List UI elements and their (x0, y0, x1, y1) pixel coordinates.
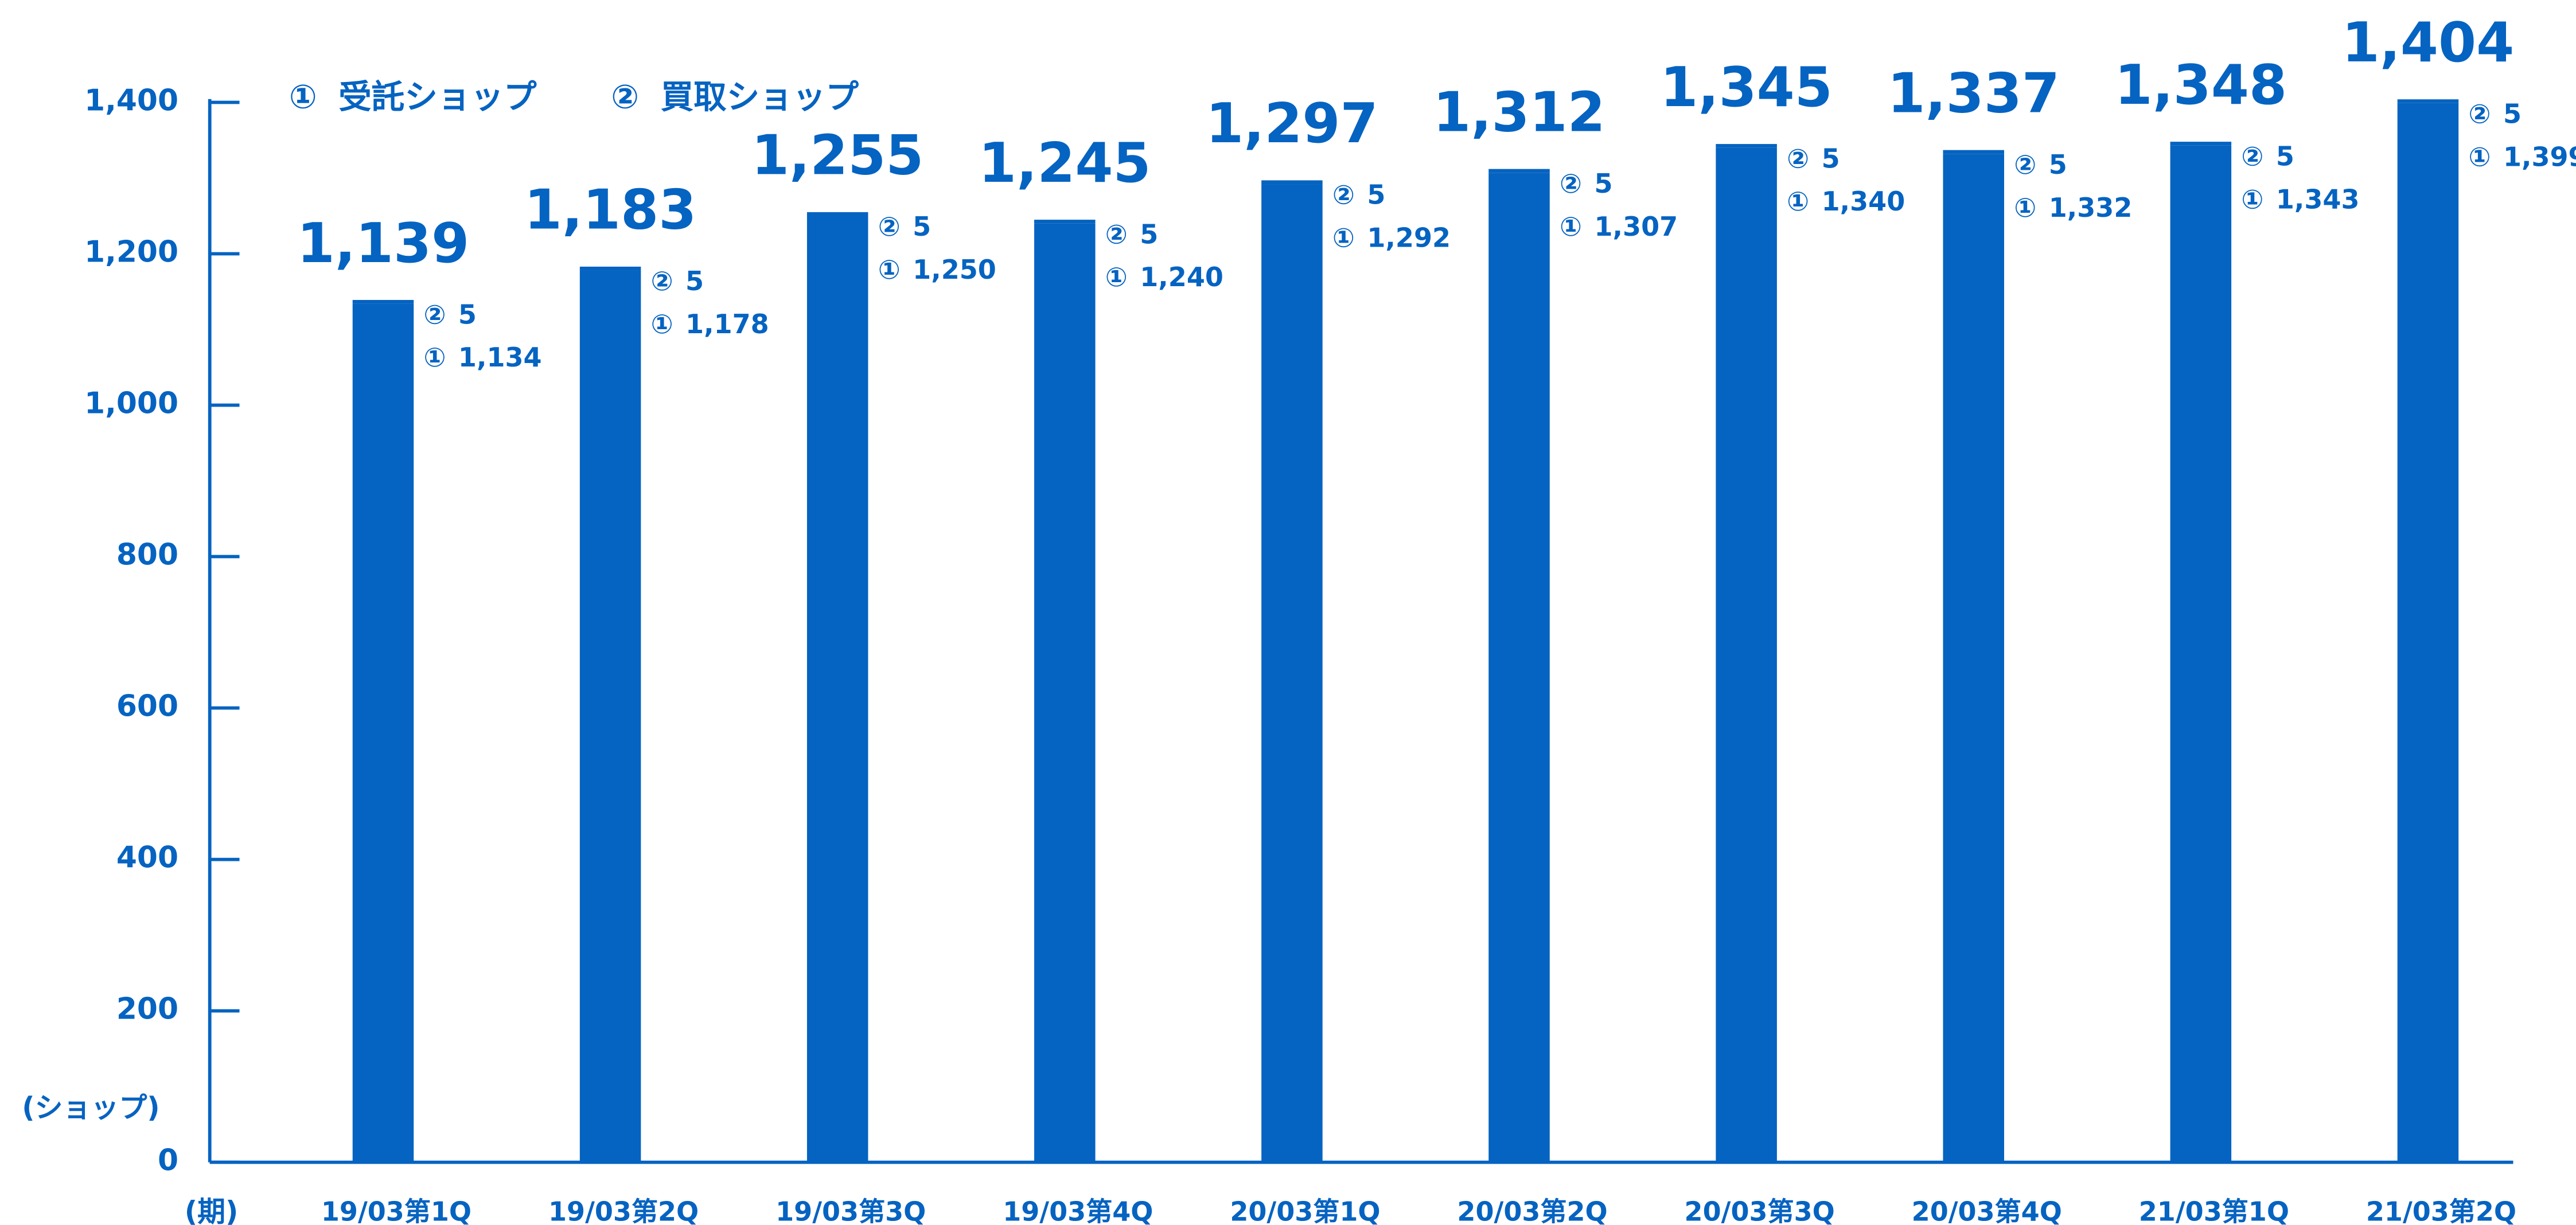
bar-segment (1261, 180, 1323, 185)
segment-label: 5 (458, 299, 477, 330)
x-tick-label: 21/03第1Q (2139, 1196, 2289, 1225)
y-unit-label: (ショップ) (22, 1091, 159, 1124)
y-tick-label: 400 (116, 841, 178, 875)
segment-marker: ① (1105, 262, 1128, 292)
total-label: 1,139 (297, 212, 469, 275)
segment-marker: ① (2468, 141, 2491, 172)
bar-segment (352, 303, 414, 1162)
bar-segment (1943, 150, 2004, 154)
segment-label: 1,178 (685, 309, 769, 340)
bar-segment (352, 300, 414, 304)
segment-marker: ① (1560, 211, 1582, 242)
legend-marker: ① (289, 77, 317, 116)
segment-label: 1,307 (1595, 211, 1678, 242)
bar-segment (1488, 173, 1550, 1162)
y-tick-label: 0 (158, 1144, 178, 1178)
bar-segment (1716, 147, 1777, 1162)
x-tick-label: 21/03第2Q (2366, 1196, 2516, 1225)
total-label: 1,183 (524, 179, 696, 242)
segment-marker: ② (1105, 219, 1128, 249)
y-tick-label: 1,400 (84, 83, 178, 118)
bar-segment (1034, 220, 1096, 224)
segment-marker: ① (423, 342, 446, 373)
x-tick-label: 19/03第2Q (548, 1196, 699, 1225)
y-tick-label: 1,000 (84, 387, 178, 421)
segment-marker: ② (1787, 143, 1809, 174)
x-tick-label: 20/03第3Q (1685, 1196, 1835, 1225)
segment-label: 1,250 (913, 254, 996, 285)
legend-label: 受託ショップ (338, 77, 537, 116)
segment-label: 5 (1367, 180, 1385, 210)
segment-marker: ① (2014, 192, 2036, 223)
segment-label: 5 (1595, 168, 1613, 199)
x-tick-label: 20/03第1Q (1230, 1196, 1380, 1225)
segment-label: 5 (685, 266, 704, 297)
x-tick-label: 20/03第2Q (1457, 1196, 1607, 1225)
segment-marker: ② (423, 299, 446, 330)
segment-marker: ② (878, 211, 901, 242)
legend-marker: ② (611, 77, 639, 116)
x-tick-label: 19/03第1Q (321, 1196, 471, 1225)
segment-label: 5 (1822, 143, 1840, 174)
total-label: 1,312 (1433, 81, 1605, 144)
segment-marker: ① (1787, 186, 1809, 217)
total-label: 1,337 (1888, 62, 2060, 125)
total-label: 1,255 (751, 124, 923, 188)
segment-label: 1,332 (2049, 192, 2133, 223)
segment-marker: ② (2241, 141, 2263, 171)
segment-label: 1,240 (1140, 262, 1223, 292)
segment-label: 5 (2503, 98, 2522, 129)
bar-segment (806, 216, 868, 1162)
segment-label: 1,134 (458, 342, 542, 373)
segment-label: 5 (1140, 219, 1158, 249)
bar-segment (806, 212, 868, 216)
bar-segment (1261, 184, 1323, 1162)
segment-marker: ② (1332, 180, 1355, 210)
x-tick-label: 19/03第3Q (775, 1196, 926, 1225)
total-label: 1,297 (1206, 92, 1378, 155)
total-label: 1,404 (2342, 11, 2514, 75)
total-label: 1,348 (2115, 54, 2287, 117)
segment-marker: ② (651, 266, 673, 297)
bar-segment (1488, 169, 1550, 173)
bar-segment (2397, 99, 2459, 103)
segment-label: 1,343 (2276, 184, 2360, 214)
y-tick-label: 200 (116, 992, 178, 1027)
segment-label: 5 (2049, 149, 2067, 180)
bar-segment (1943, 154, 2004, 1162)
bar-segment (1716, 144, 1777, 148)
x-tick-label: 19/03第4Q (1003, 1196, 1153, 1225)
segment-marker: ② (2014, 149, 2036, 180)
segment-marker: ② (2468, 98, 2491, 129)
segment-label: 5 (2276, 141, 2294, 171)
y-tick-label: 600 (116, 689, 178, 724)
bar-segment (2170, 142, 2232, 146)
segment-marker: ① (878, 254, 901, 285)
x-tick-label: 20/03第4Q (1912, 1196, 2062, 1225)
segment-marker: ② (1560, 168, 1582, 199)
segment-label: 1,399 (2503, 141, 2576, 172)
y-tick-label: 1,200 (84, 235, 178, 269)
total-label: 1,345 (1660, 56, 1832, 119)
bar-segment (579, 266, 641, 271)
bar-segment (579, 270, 641, 1162)
x-unit-label: (期) (185, 1195, 239, 1225)
segment-label: 1,340 (1822, 186, 1905, 217)
bar-segment (2170, 145, 2232, 1162)
segment-marker: ① (651, 309, 673, 340)
bar-segment (1034, 223, 1096, 1162)
legend-label: 買取ショップ (661, 77, 859, 116)
y-tick-label: 800 (116, 538, 178, 572)
segment-label: 1,292 (1367, 223, 1451, 253)
segment-label: 5 (913, 211, 931, 242)
bar-segment (2397, 103, 2459, 1162)
segment-marker: ① (2241, 184, 2263, 214)
total-label: 1,245 (979, 132, 1151, 195)
segment-marker: ① (1332, 223, 1355, 253)
